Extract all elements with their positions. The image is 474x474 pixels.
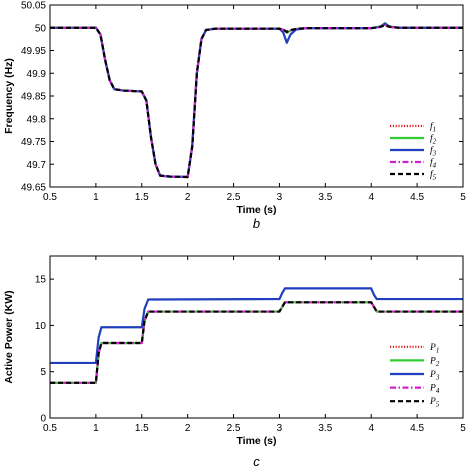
series-line-f5 — [50, 24, 463, 179]
panel-label: b — [253, 216, 260, 231]
legend-label-main: P — [429, 343, 436, 353]
y-tick-label: 15 — [35, 275, 47, 286]
x-tick-label: 2 — [185, 423, 191, 434]
legend-label-p1: P1 — [429, 343, 439, 355]
x-tick-label: 2 — [185, 192, 191, 203]
legend-label-f4: f4 — [430, 157, 437, 170]
plot-frame — [49, 255, 464, 419]
y-tick-label: 49.85 — [21, 92, 46, 103]
legend-label-main: P — [429, 397, 436, 407]
x-tick-label: 1 — [93, 423, 99, 434]
legend-label-sub: 1 — [433, 126, 437, 134]
x-tick-label: 5 — [460, 192, 466, 203]
x-tick-label: 4.5 — [410, 423, 424, 434]
y-tick-label: 49.95 — [21, 46, 46, 57]
y-tick-label: 10 — [35, 321, 47, 332]
legend-label-sub: 2 — [436, 360, 440, 368]
legend-label-sub: 5 — [436, 401, 440, 409]
legend-label-main: P — [429, 356, 436, 366]
legend-label-sub: 4 — [433, 162, 437, 170]
legend-label-main: f — [430, 145, 434, 156]
legend-label-p5: P5 — [429, 397, 440, 409]
y-tick-label: 0 — [40, 414, 46, 425]
x-tick-label: 3.5 — [318, 423, 332, 434]
x-tick-label: 4 — [368, 192, 374, 203]
x-tick-label: 3 — [277, 423, 283, 434]
y-tick-label: 5 — [40, 367, 46, 378]
legend-label-p4: P4 — [429, 384, 440, 396]
legend-label-main: f — [430, 121, 434, 132]
x-tick-label: 5 — [460, 423, 466, 434]
y-tick-label: 50.05 — [21, 1, 46, 12]
x-tick-label: 0.5 — [43, 192, 57, 203]
x-tick-label: 0.5 — [43, 423, 57, 434]
y-axis-label: Active Power (KW) — [3, 290, 15, 383]
y-tick-label: 49.8 — [27, 114, 47, 125]
x-tick-label: 1 — [93, 192, 99, 203]
series-line-p3 — [50, 287, 463, 365]
x-tick-label: 2.5 — [227, 423, 241, 434]
legend-label-sub: 5 — [433, 174, 437, 182]
y-tick-label: 49.9 — [27, 69, 47, 80]
legend-label-f2: f2 — [430, 133, 437, 146]
legend-label-f5: f5 — [430, 169, 437, 182]
legend-label-f1: f1 — [430, 121, 436, 134]
legend-label-main: f — [430, 133, 434, 144]
x-tick-label: 4.5 — [410, 192, 424, 203]
legend-label-sub: 3 — [432, 150, 437, 158]
x-axis-label: Time (s) — [236, 204, 276, 216]
series-line-p5 — [50, 301, 463, 384]
legend-label-main: f — [430, 169, 434, 180]
legend-label-sub: 3 — [435, 374, 440, 382]
x-tick-label: 4 — [368, 423, 374, 434]
y-axis-label: Frequency (Hz) — [3, 58, 15, 134]
legend-label-main: P — [429, 384, 436, 394]
y-tick-label: 49.7 — [27, 160, 47, 171]
y-tick-label: 49.75 — [21, 137, 46, 148]
x-tick-label: 3.5 — [318, 192, 332, 203]
x-tick-label: 1.5 — [135, 423, 149, 434]
legend-label-p2: P2 — [429, 356, 440, 368]
y-tick-label: 49.65 — [21, 183, 46, 194]
x-tick-label: 1.5 — [135, 192, 149, 203]
x-tick-label: 3 — [277, 192, 283, 203]
frequency-chart: 0.5 1 1.5 2 2.5 3 3.5 4 4.5 5 49.65 49.7 49.75 49.8 49… — [3, 1, 466, 232]
legend-label-sub: 2 — [433, 138, 437, 146]
legend-label-main: f — [430, 157, 434, 168]
x-tick-label: 2.5 — [227, 192, 241, 203]
legend-label-sub: 4 — [436, 387, 440, 395]
series-line-p4 — [50, 301, 463, 384]
panel-label: c — [253, 454, 260, 469]
legend-label-f3: f3 — [430, 145, 437, 158]
legend-label-sub: 1 — [436, 346, 440, 354]
legend-label-p3: P3 — [429, 370, 440, 382]
x-axis-label: Time (s) — [236, 435, 276, 447]
y-tick-label: 50 — [35, 23, 47, 34]
legend-label-main: P — [429, 370, 436, 380]
